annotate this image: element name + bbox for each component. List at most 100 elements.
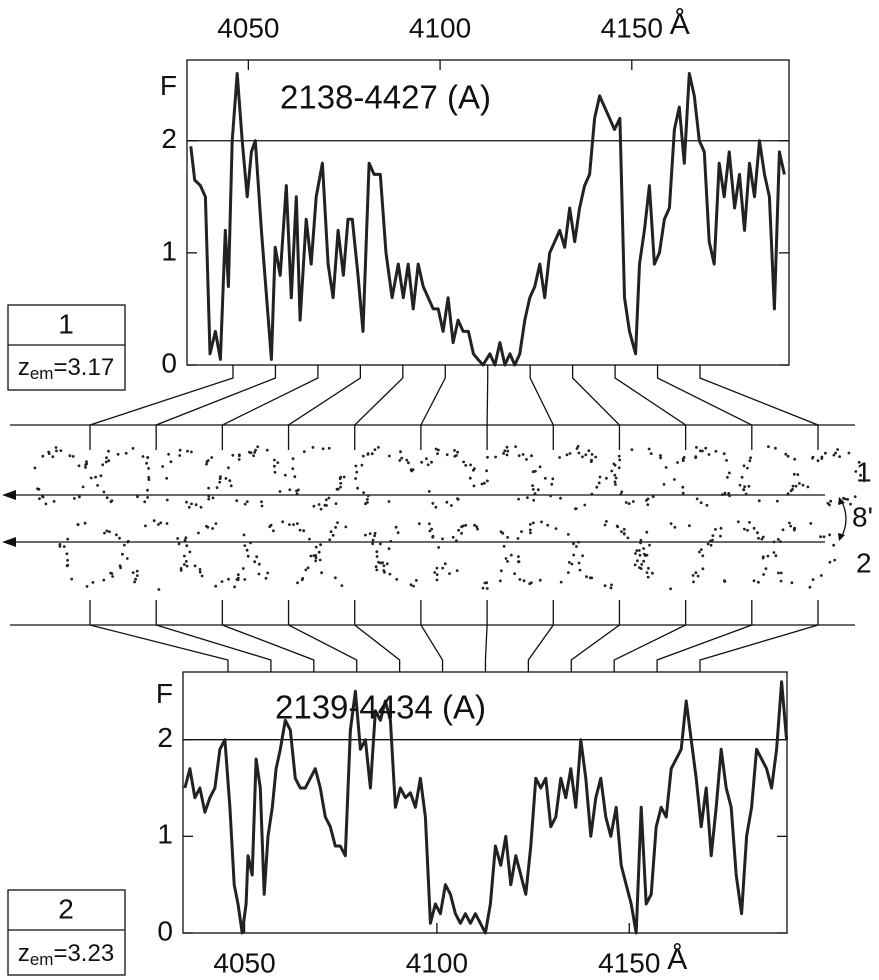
dot [723,579,726,583]
dot [854,470,858,473]
dot [811,578,815,581]
dot [328,538,332,542]
dot [335,487,339,491]
dot [145,461,149,465]
dot [415,579,418,582]
dot [377,446,380,449]
dot [756,531,759,535]
dot [370,452,374,456]
dot [584,453,588,457]
dot [131,571,135,574]
dot [566,533,570,536]
dot [530,454,533,458]
dot [499,530,503,534]
dot [186,449,189,453]
dot [304,568,308,572]
dot [638,553,642,557]
connector [155,600,272,672]
dot [249,541,252,545]
connector [699,600,819,672]
dot [610,469,614,473]
dot [193,564,197,568]
dot [157,523,160,526]
dot [816,459,820,463]
dot [565,453,569,457]
dot [107,449,110,453]
dot [220,580,224,583]
dot [590,492,594,496]
dot [147,467,151,470]
dot [461,524,465,528]
dot [473,523,476,527]
dot [456,497,459,501]
dot [707,453,711,456]
y-axis-label: F [156,678,173,709]
dot [321,447,325,451]
dot [133,580,137,584]
dot [747,484,751,488]
dot [331,533,335,537]
dot [306,566,310,570]
dot [779,540,782,543]
dot [293,475,297,479]
dot [183,554,186,558]
dot [528,528,532,532]
dot [613,463,617,467]
dot [314,554,317,557]
dot [743,527,746,531]
dot [302,450,306,453]
dot [319,543,322,547]
dot [590,453,594,456]
dot [89,476,93,480]
dot [645,530,649,534]
dot [779,571,783,575]
dot [342,475,346,479]
dot [570,562,574,566]
dot [431,534,435,538]
dot [603,523,607,527]
connector [420,365,446,450]
connector [529,365,554,450]
dot [388,454,391,458]
dot [801,483,805,487]
connector [656,365,753,450]
dot [540,520,543,524]
dot [485,469,488,473]
dot [41,495,45,499]
dot [431,502,435,505]
dot [525,458,528,461]
dot [300,578,304,582]
dot [705,503,709,507]
dot [210,456,214,459]
dot [256,445,260,449]
dot [243,544,247,547]
dot [425,457,428,460]
dot [455,539,458,543]
dot [366,497,369,501]
dot [644,554,647,557]
dot [639,541,642,545]
dot [503,449,507,453]
dot [480,482,484,486]
dot [536,488,540,492]
dot [398,459,402,462]
dot [157,588,161,591]
dot [327,446,331,450]
dot [531,484,534,487]
dot [509,553,513,557]
x-tick-label: 4150 [598,947,660,978]
dot [152,519,156,523]
dot [645,499,648,502]
dot [400,456,404,460]
dot [728,494,731,498]
dot [853,495,857,498]
spectrum-chart: 4050 4100 4150 Å 0 1 2 F 2139-4434 (A) [156,671,789,978]
dot [847,451,851,455]
dot [543,476,547,480]
dot [412,584,415,588]
dot [762,573,765,576]
dot [236,576,240,580]
dot [743,485,746,489]
dot [673,478,676,481]
